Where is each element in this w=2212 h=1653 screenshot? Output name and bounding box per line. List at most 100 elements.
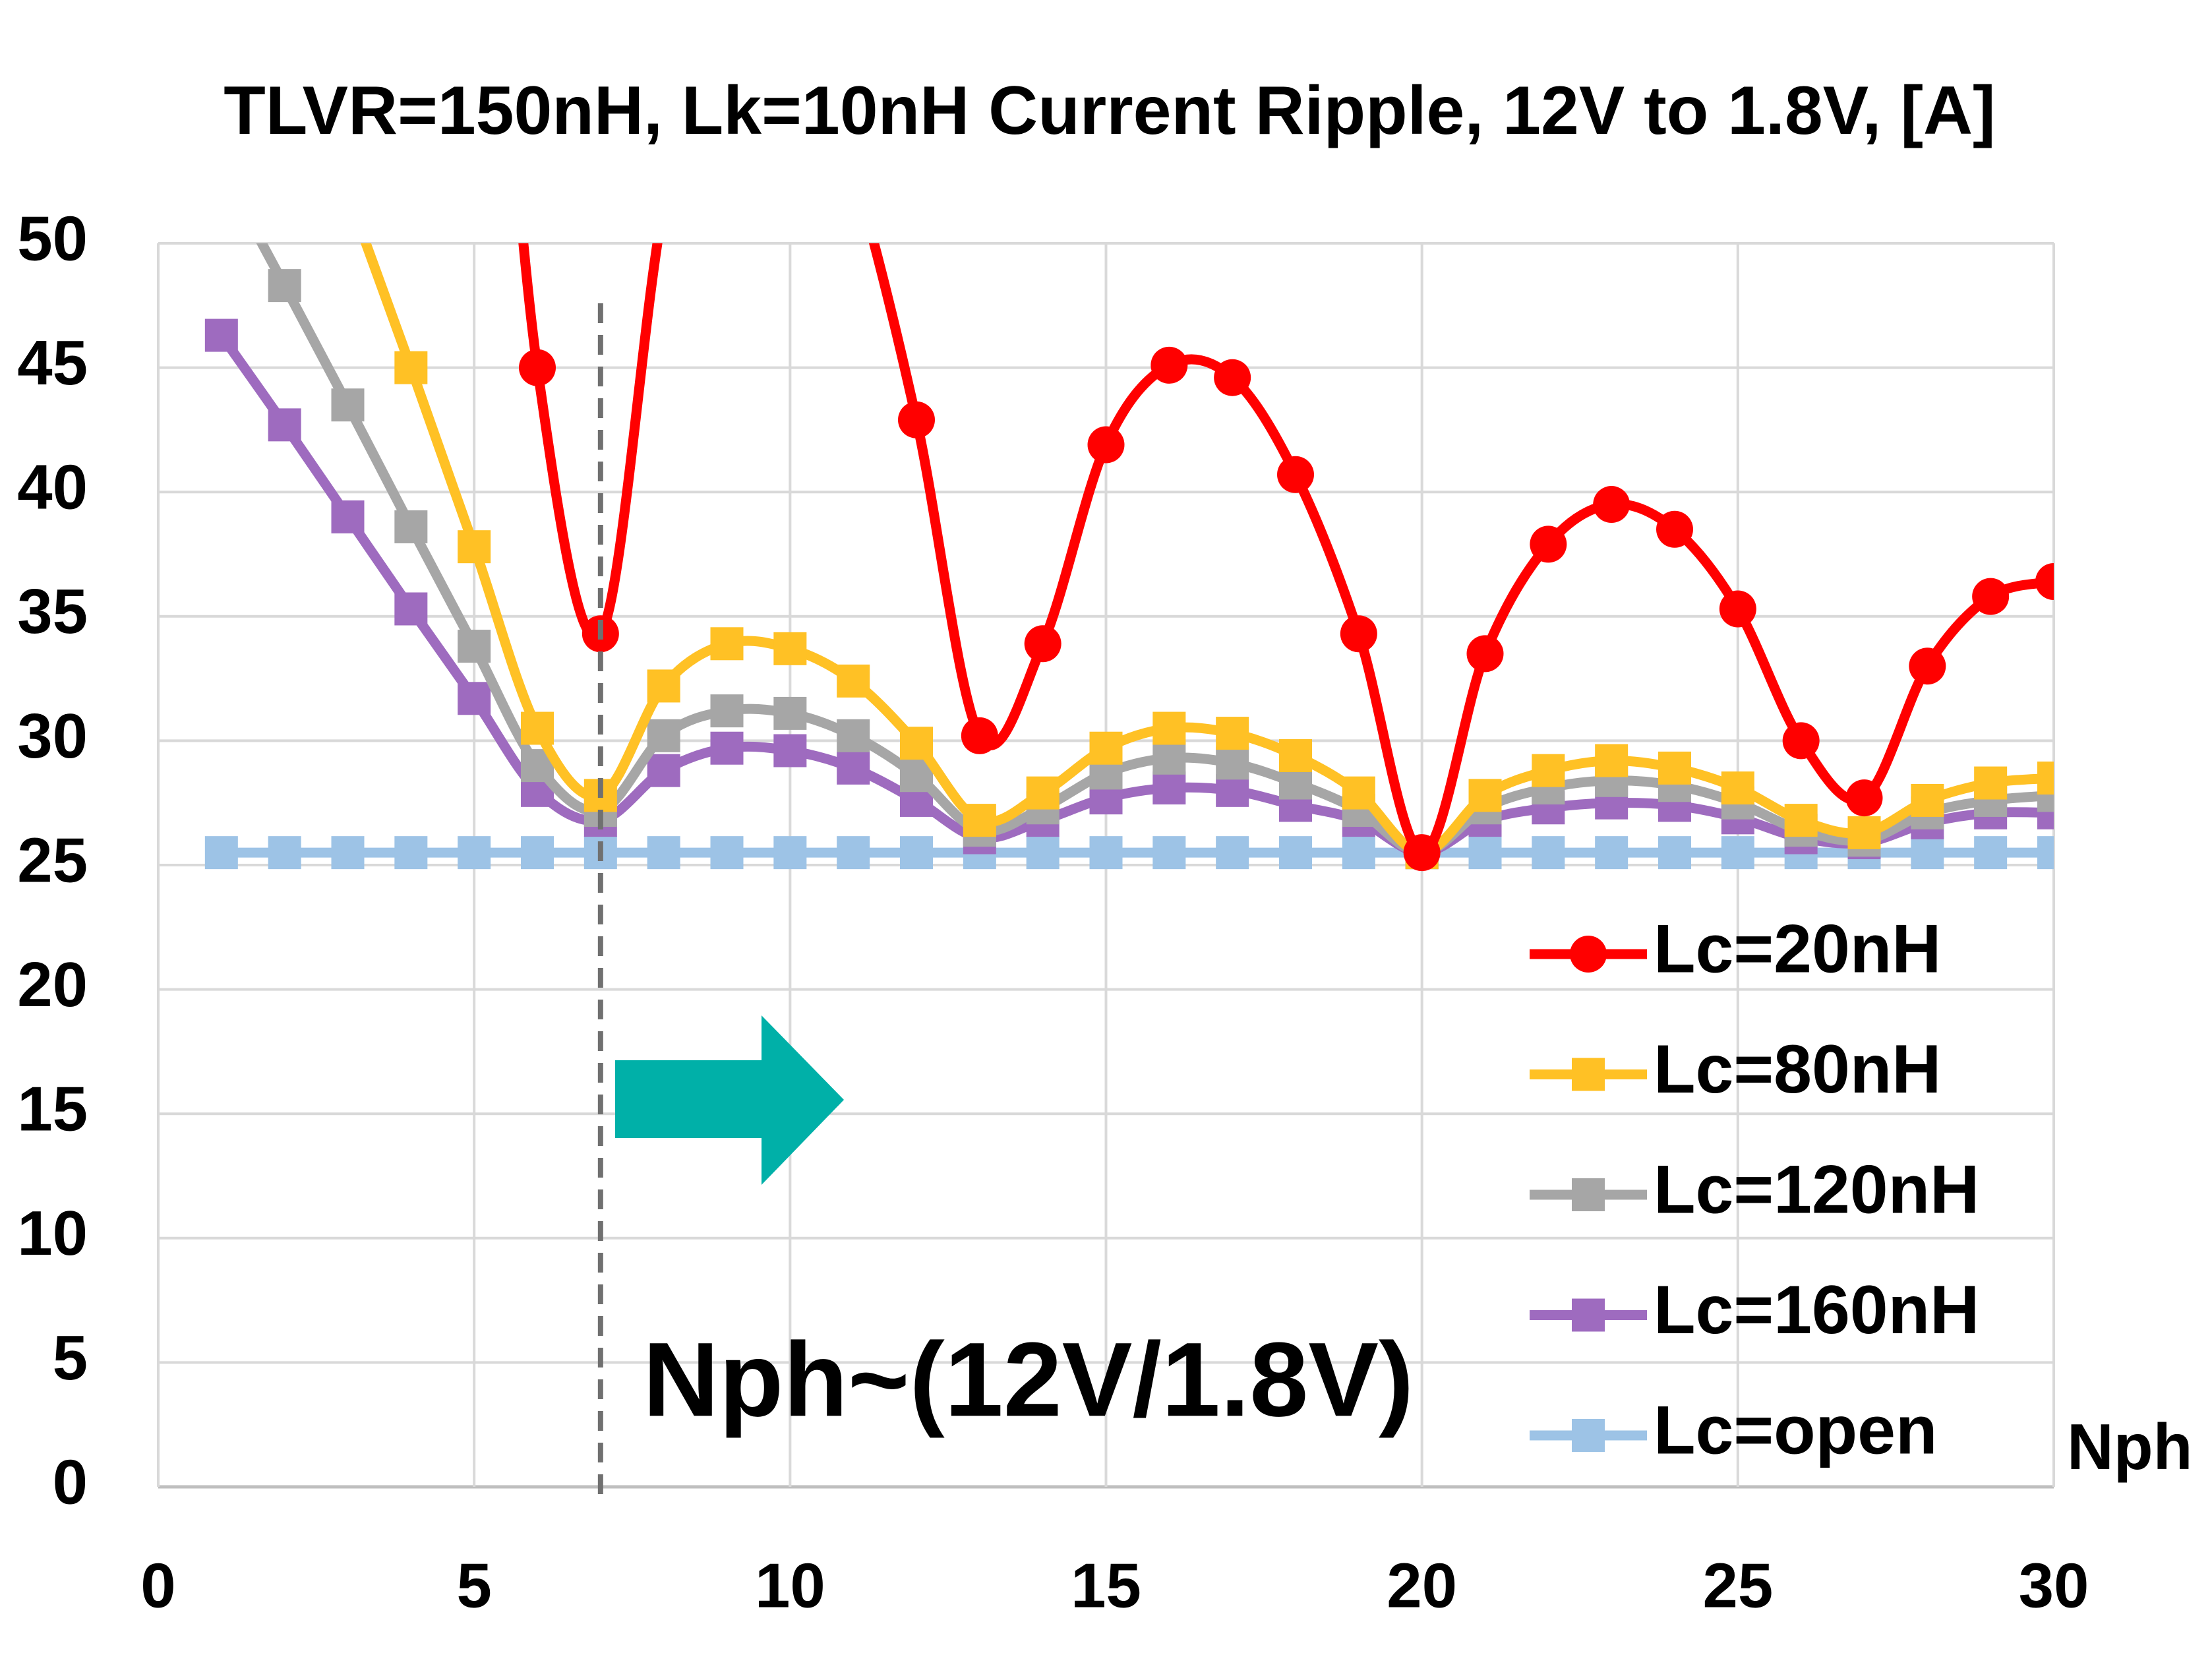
legend-label: Lc=open — [1654, 1392, 1938, 1468]
marker — [268, 408, 301, 442]
marker — [394, 510, 428, 544]
legend-marker — [1572, 1298, 1605, 1332]
marker — [1151, 346, 1188, 384]
marker — [647, 719, 680, 752]
legend-label: Lc=80nH — [1654, 1031, 1941, 1108]
marker — [1595, 836, 1629, 870]
marker — [204, 318, 238, 352]
marker — [268, 269, 301, 303]
x-tick-label: 0 — [140, 1550, 175, 1621]
marker — [2035, 563, 2054, 600]
marker — [773, 734, 807, 767]
marker — [647, 754, 680, 787]
marker — [1214, 359, 1251, 396]
marker — [1847, 816, 1881, 849]
marker — [837, 664, 870, 698]
marker — [1342, 836, 1375, 870]
x-tick-label: 5 — [456, 1550, 491, 1621]
marker — [1911, 836, 1944, 870]
marker — [332, 177, 365, 210]
marker — [1784, 804, 1818, 837]
y-tick-label: 40 — [17, 452, 88, 523]
marker — [458, 530, 491, 564]
marker — [837, 836, 870, 870]
marker — [1089, 731, 1123, 765]
marker — [710, 627, 744, 661]
series-line — [256, 243, 2054, 858]
x-tick-label: 30 — [2019, 1550, 2089, 1621]
y-tick-label: 15 — [17, 1074, 88, 1145]
y-tick-label: 30 — [17, 701, 88, 771]
marker — [1782, 722, 1820, 760]
marker — [1468, 779, 1502, 812]
x-tick-label: 25 — [1702, 1550, 1773, 1621]
marker — [394, 836, 428, 870]
marker — [837, 751, 870, 785]
plot-area — [204, 0, 2054, 872]
marker — [1277, 456, 1314, 493]
marker — [900, 727, 933, 760]
marker — [1279, 836, 1312, 870]
marker — [1532, 836, 1565, 870]
marker — [647, 669, 680, 703]
y-tick-label: 10 — [17, 1198, 88, 1269]
marker — [1658, 836, 1691, 870]
marker — [458, 630, 491, 663]
marker — [1721, 836, 1754, 870]
marker — [1974, 766, 2008, 800]
marker — [1026, 776, 1060, 810]
marker — [1532, 754, 1565, 787]
marker — [1658, 751, 1691, 785]
marker — [521, 711, 554, 745]
legend-marker — [1570, 936, 1607, 973]
marker — [900, 836, 933, 870]
marker — [1593, 486, 1630, 524]
legend-marker — [1572, 1178, 1605, 1211]
legend-label: Lc=160nH — [1654, 1272, 1979, 1348]
marker — [331, 836, 365, 870]
marker — [1342, 776, 1375, 810]
marker — [709, 0, 746, 13]
marker — [1845, 779, 1883, 817]
annotation: Nph~(12V/1.8V) — [643, 1320, 1414, 1438]
marker — [1468, 836, 1502, 870]
marker — [1403, 834, 1441, 872]
y-tick-label: 50 — [17, 203, 88, 274]
marker — [647, 836, 680, 870]
marker — [1595, 744, 1629, 777]
marker — [1087, 426, 1125, 464]
marker — [710, 731, 744, 765]
marker — [331, 500, 365, 533]
marker — [1152, 741, 1186, 775]
marker — [961, 717, 998, 754]
marker — [773, 696, 807, 730]
marker — [1340, 615, 1377, 653]
marker — [268, 3, 301, 36]
marker — [710, 694, 744, 728]
marker — [771, 0, 808, 13]
marker — [963, 804, 996, 837]
marker — [898, 401, 935, 438]
series-line — [217, 332, 2054, 858]
marker — [458, 836, 491, 870]
marker — [1909, 647, 1946, 685]
marker — [1530, 526, 1567, 563]
y-tick-label: 45 — [17, 328, 88, 398]
marker — [1216, 746, 1249, 780]
marker — [837, 719, 870, 752]
marker — [1911, 783, 1944, 817]
marker — [1152, 836, 1186, 870]
marker — [1026, 836, 1060, 870]
marker — [521, 836, 554, 870]
marker — [1972, 578, 2010, 615]
marker — [2037, 836, 2054, 870]
y-tick-label: 5 — [53, 1323, 88, 1393]
marker — [1466, 635, 1504, 673]
legend-label: Lc=120nH — [1654, 1151, 1979, 1228]
marker — [1974, 836, 2008, 870]
y-tick-label: 35 — [17, 576, 88, 647]
marker — [519, 349, 556, 386]
arrow — [615, 1015, 844, 1185]
